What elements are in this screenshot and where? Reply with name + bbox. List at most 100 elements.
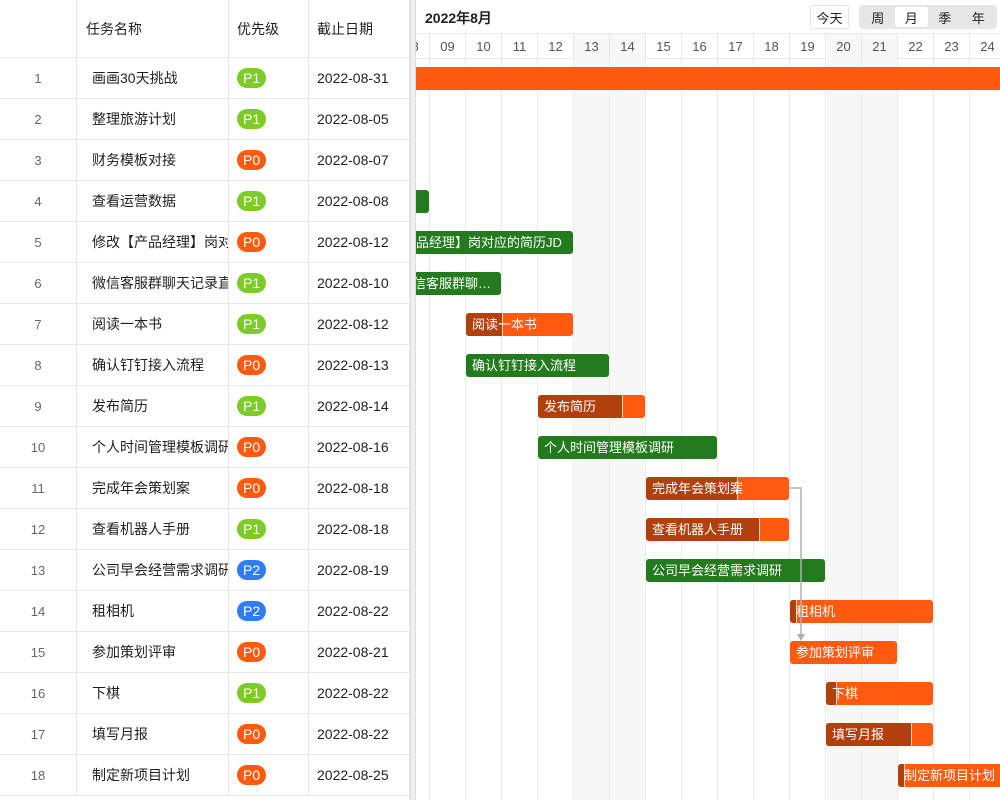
table-row[interactable]: 16 下棋 P1 2022-08-22 (0, 673, 409, 714)
task-bar[interactable]: 租相机 (790, 600, 933, 623)
row-index: 5 (0, 222, 77, 262)
due-date[interactable]: 2022-08-22 (309, 591, 409, 631)
priority-badge[interactable]: P0 (237, 765, 267, 785)
due-date[interactable]: 2022-08-31 (309, 58, 409, 98)
due-date[interactable]: 2022-08-18 (309, 509, 409, 549)
priority-badge[interactable]: P1 (237, 191, 267, 211)
priority-cell: P2 (229, 591, 309, 631)
task-name[interactable]: 查看运营数据 (77, 181, 229, 221)
due-date[interactable]: 2022-08-14 (309, 386, 409, 426)
scale-option[interactable]: 季 (938, 10, 952, 26)
task-bar[interactable]: 查看机器人手册 (646, 518, 789, 541)
task-bar[interactable]: 公司早会经营需求调研 (646, 559, 825, 582)
task-name[interactable]: 制定新项目计划 (77, 755, 229, 795)
task-bar[interactable]: 制定新项目计划 (898, 764, 1000, 787)
task-bar[interactable]: 个人时间管理模板调研 (538, 436, 717, 459)
priority-badge[interactable]: P0 (237, 355, 267, 375)
priority-badge[interactable]: P0 (237, 437, 267, 457)
task-name[interactable]: 修改【产品经理】岗对应的简历JD (77, 222, 229, 262)
task-bar[interactable]: 阅读一本书 (466, 313, 573, 336)
due-date[interactable]: 2022-08-16 (309, 427, 409, 467)
task-name[interactable]: 下棋 (77, 673, 229, 713)
priority-badge[interactable]: P1 (237, 314, 267, 334)
task-name[interactable]: 参加策划评审 (77, 632, 229, 672)
task-name[interactable]: 查看机器人手册 (77, 509, 229, 549)
due-date[interactable]: 2022-08-13 (309, 345, 409, 385)
task-bar[interactable]: 画画30天挑战 (416, 67, 1000, 90)
priority-badge[interactable]: P0 (237, 724, 267, 744)
due-date[interactable]: 2022-08-10 (309, 263, 409, 303)
table-row[interactable]: 6 微信客服群聊天记录直... P1 2022-08-10 (0, 263, 409, 304)
dependency-line[interactable] (789, 487, 802, 635)
priority-badge[interactable]: P2 (237, 560, 267, 580)
priority-badge[interactable]: P2 (237, 601, 267, 621)
priority-badge[interactable]: P0 (237, 150, 267, 170)
due-date[interactable]: 2022-08-19 (309, 550, 409, 590)
priority-badge[interactable]: P1 (237, 68, 267, 88)
task-bar[interactable]: 查看运营数据 (416, 190, 429, 213)
scale-option[interactable]: 月 (894, 7, 928, 27)
priority-badge[interactable]: P1 (237, 683, 267, 703)
task-name[interactable]: 公司早会经营需求调研 (77, 550, 229, 590)
table-row[interactable]: 9 发布简历 P1 2022-08-14 (0, 386, 409, 427)
task-name[interactable]: 财务模板对接 (77, 140, 229, 180)
priority-badge[interactable]: P1 (237, 519, 267, 539)
task-bar[interactable]: 下棋 (826, 682, 933, 705)
due-date[interactable]: 2022-08-08 (309, 181, 409, 221)
priority-badge[interactable]: P0 (237, 642, 267, 662)
table-row[interactable]: 1 画画30天挑战 P1 2022-08-31 (0, 58, 409, 99)
table-row[interactable]: 3 财务模板对接 P0 2022-08-07 (0, 140, 409, 181)
task-name[interactable]: 完成年会策划案 (77, 468, 229, 508)
table-row[interactable]: 4 查看运营数据 P1 2022-08-08 (0, 181, 409, 222)
due-date[interactable]: 2022-08-22 (309, 714, 409, 754)
due-date[interactable]: 2022-08-25 (309, 755, 409, 795)
task-name[interactable]: 微信客服群聊天记录直... (77, 263, 229, 303)
table-row[interactable]: 2 整理旅游计划 P1 2022-08-05 (0, 99, 409, 140)
task-bar[interactable]: 确认钉钉接入流程 (466, 354, 609, 377)
task-name[interactable]: 个人时间管理模板调研 (77, 427, 229, 467)
task-name[interactable]: 确认钉钉接入流程 (77, 345, 229, 385)
task-name[interactable]: 画画30天挑战 (77, 58, 229, 98)
table-row[interactable]: 5修改【产品经理】岗对应的简历JD P0 2022-08-12 (0, 222, 409, 263)
table-row[interactable]: 14 租相机 P2 2022-08-22 (0, 591, 409, 632)
splitter-handle[interactable] (410, 0, 416, 800)
task-bar[interactable]: 完成年会策划案 (646, 477, 789, 500)
priority-badge[interactable]: P0 (237, 478, 267, 498)
table-row[interactable]: 18 制定新项目计划 P0 2022-08-25 (0, 755, 409, 796)
table-row[interactable]: 12 查看机器人手册 P1 2022-08-18 (0, 509, 409, 550)
due-date[interactable]: 2022-08-21 (309, 632, 409, 672)
priority-badge[interactable]: P1 (237, 273, 267, 293)
priority-badge[interactable]: P1 (237, 109, 267, 129)
priority-badge[interactable]: P1 (237, 396, 267, 416)
table-row[interactable]: 11 完成年会策划案 P0 2022-08-18 (0, 468, 409, 509)
task-bar[interactable]: 填写月报 (826, 723, 933, 746)
task-name[interactable]: 填写月报 (77, 714, 229, 754)
table-row[interactable]: 10 个人时间管理模板调研 P0 2022-08-16 (0, 427, 409, 468)
task-name[interactable]: 发布简历 (77, 386, 229, 426)
task-name[interactable]: 租相机 (77, 591, 229, 631)
task-bar[interactable]: 发布简历 (538, 395, 645, 418)
today-button[interactable]: 今天 (810, 5, 849, 29)
task-bar[interactable]: 参加策划评审 (790, 641, 897, 664)
header-due-date[interactable]: 截止日期 (309, 0, 409, 57)
header-priority[interactable]: 优先级 (229, 0, 309, 57)
due-date[interactable]: 2022-08-07 (309, 140, 409, 180)
table-row[interactable]: 8 确认钉钉接入流程 P0 2022-08-13 (0, 345, 409, 386)
header-task-name[interactable]: 任务名称 (77, 0, 229, 57)
task-bar[interactable]: 修改【产品经理】岗对应的简历JD (416, 231, 573, 254)
scale-option[interactable]: 年 (971, 10, 985, 26)
due-date[interactable]: 2022-08-22 (309, 673, 409, 713)
task-bar[interactable]: 微信客服群聊天... (416, 272, 501, 295)
due-date[interactable]: 2022-08-12 (309, 304, 409, 344)
task-name[interactable]: 整理旅游计划 (77, 99, 229, 139)
due-date[interactable]: 2022-08-12 (309, 222, 409, 262)
table-row[interactable]: 7 阅读一本书 P1 2022-08-12 (0, 304, 409, 345)
task-name[interactable]: 阅读一本书 (77, 304, 229, 344)
scale-option[interactable]: 周 (871, 10, 885, 26)
priority-badge[interactable]: P0 (237, 232, 267, 252)
due-date[interactable]: 2022-08-18 (309, 468, 409, 508)
due-date[interactable]: 2022-08-05 (309, 99, 409, 139)
table-row[interactable]: 17 填写月报 P0 2022-08-22 (0, 714, 409, 755)
table-row[interactable]: 13 公司早会经营需求调研 P2 2022-08-19 (0, 550, 409, 591)
table-row[interactable]: 15 参加策划评审 P0 2022-08-21 (0, 632, 409, 673)
